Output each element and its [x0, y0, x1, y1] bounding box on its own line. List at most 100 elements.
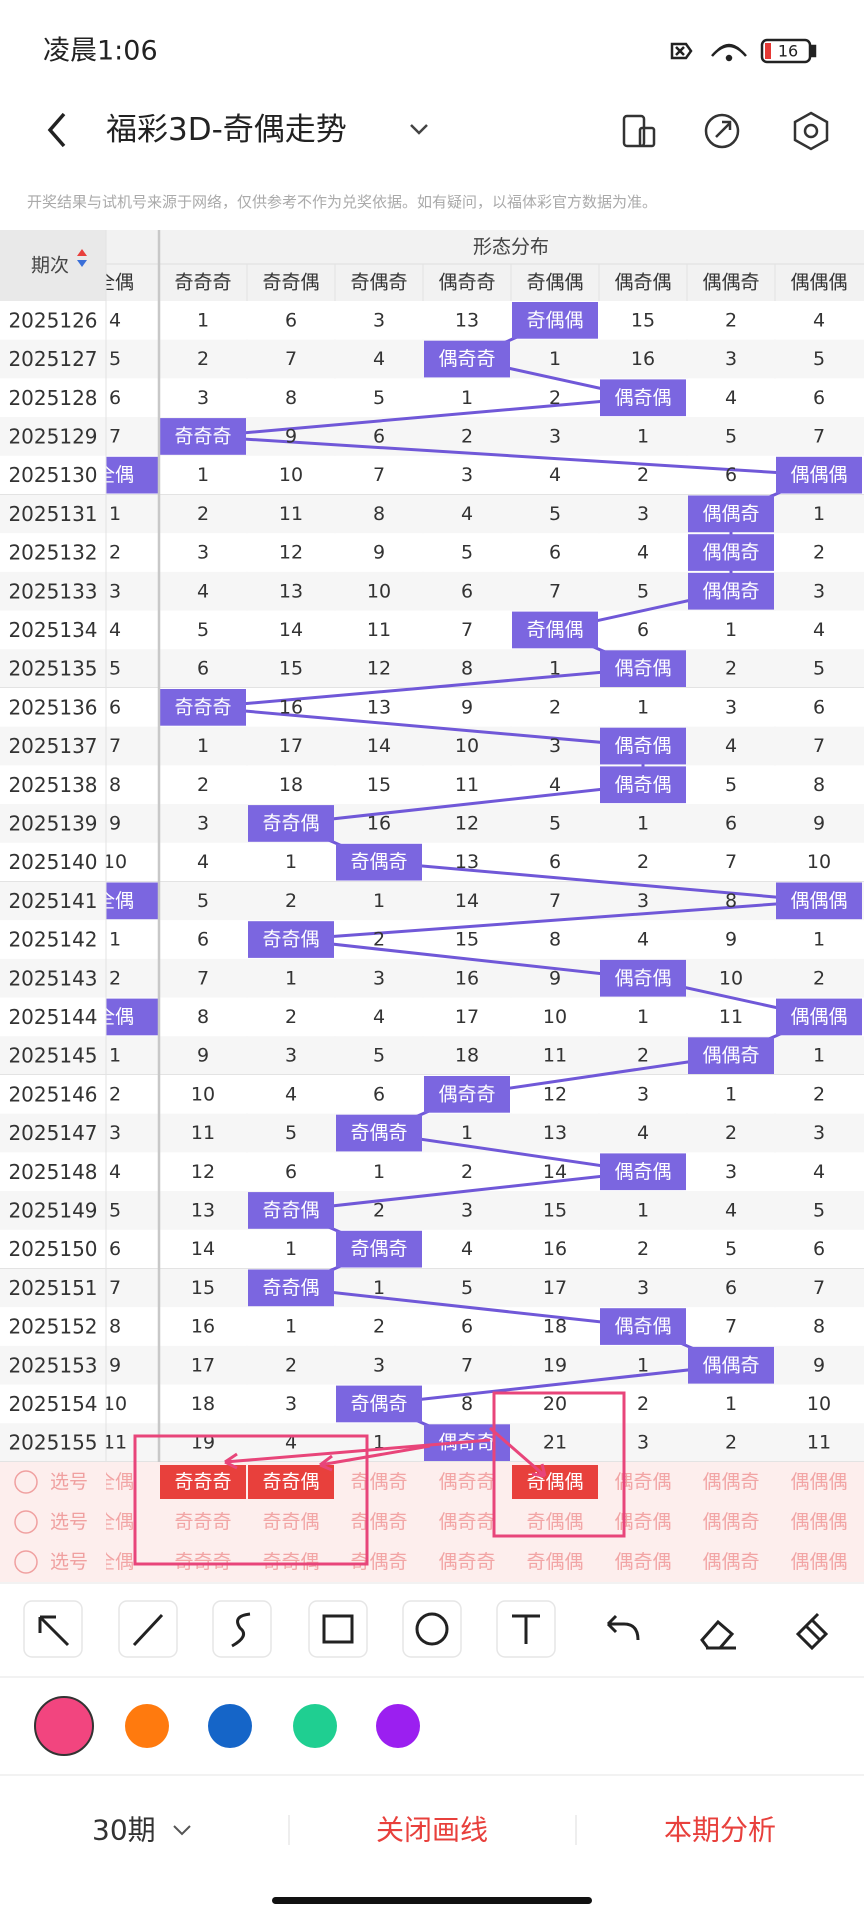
miss-count: 5	[461, 1277, 473, 1299]
select-option[interactable]: 奇奇奇	[174, 1511, 231, 1533]
hit-label: 奇偶奇	[350, 1393, 407, 1415]
close-lines-button[interactable]: 关闭画线	[376, 1814, 488, 1847]
hit-cell	[600, 1153, 686, 1191]
miss-count: 19	[543, 1354, 567, 1376]
select-option[interactable]: 偶奇奇	[438, 1551, 495, 1573]
miss-count: 6	[461, 1316, 473, 1338]
miss-count: 1	[109, 929, 121, 951]
miss-count: 10	[719, 967, 743, 989]
select-radio[interactable]	[14, 1550, 38, 1574]
miss-count: 1	[461, 1122, 473, 1144]
select-option[interactable]: 全偶	[96, 1511, 134, 1533]
miss-count: 3	[197, 542, 209, 564]
miss-count: 3	[637, 1083, 649, 1105]
miss-count: 4	[197, 580, 209, 602]
select-option[interactable]: 奇偶奇	[350, 1511, 407, 1533]
miss-count: 5	[725, 425, 737, 447]
miss-count: 17	[279, 735, 303, 757]
miss-count: 6	[461, 580, 473, 602]
miss-count: 3	[813, 1122, 825, 1144]
period-dropdown[interactable]	[173, 1825, 191, 1836]
tool-eraser[interactable]	[700, 1619, 736, 1650]
tool-arrow[interactable]	[23, 1600, 83, 1658]
select-option[interactable]: 偶奇偶	[614, 1511, 671, 1533]
hit-cell	[600, 1308, 686, 1345]
tool-rect[interactable]	[308, 1600, 368, 1658]
color-purple[interactable]	[376, 1704, 420, 1748]
issue-number: 2025149	[8, 1198, 97, 1222]
row-bg	[0, 765, 864, 805]
select-option[interactable]: 偶奇奇	[438, 1511, 495, 1533]
issue-number: 2025146	[8, 1082, 97, 1106]
miss-count: 1	[813, 503, 825, 525]
tool-clear[interactable]	[795, 1612, 829, 1651]
select-option[interactable]: 偶奇偶	[614, 1551, 671, 1573]
miss-count: 10	[807, 1393, 831, 1415]
select-option[interactable]: 奇奇偶	[262, 1511, 319, 1533]
status-time: 凌晨1:06	[43, 36, 158, 67]
partial-cell: 7	[109, 1277, 121, 1299]
miss-count: 9	[725, 929, 737, 951]
analysis-button[interactable]: 本期分析	[664, 1814, 776, 1847]
title-dropdown[interactable]	[410, 124, 428, 135]
select-option[interactable]: 奇奇偶	[262, 1551, 319, 1573]
select-option[interactable]: 偶偶奇	[702, 1471, 759, 1493]
tool-text[interactable]	[496, 1600, 556, 1658]
issue-number: 2025134	[8, 618, 97, 642]
select-option[interactable]: 奇偶奇	[350, 1471, 407, 1493]
miss-count: 8	[285, 387, 297, 409]
color-pink[interactable]	[34, 1696, 94, 1756]
hit-cell	[160, 418, 246, 455]
miss-count: 15	[543, 1199, 567, 1221]
partial-cell: 1	[109, 929, 121, 951]
select-option[interactable]: 偶偶偶	[790, 1471, 847, 1493]
miss-count: 16	[279, 696, 303, 718]
selected-option[interactable]: 奇奇奇	[174, 1471, 231, 1493]
sort-icon[interactable]	[77, 260, 87, 267]
hit-label: 偶奇偶	[614, 658, 671, 680]
partial-cell: 6	[109, 696, 121, 718]
settings-button[interactable]	[793, 111, 829, 151]
miss-count: 3	[549, 735, 561, 757]
tool-curve[interactable]	[212, 1600, 272, 1658]
hit-label: 偶奇奇	[438, 348, 495, 370]
select-option[interactable]: 全偶	[96, 1551, 134, 1573]
period-select[interactable]: 30期	[92, 1814, 156, 1847]
hit-label: 偶奇偶	[614, 774, 671, 796]
back-button[interactable]	[47, 112, 66, 148]
select-option[interactable]: 偶偶奇	[702, 1511, 759, 1533]
issue-number: 2025130	[8, 463, 97, 487]
tool-line[interactable]	[118, 1600, 178, 1658]
select-radio[interactable]	[14, 1470, 38, 1494]
layout-button[interactable]	[622, 114, 656, 148]
select-option[interactable]: 偶偶奇	[702, 1551, 759, 1573]
miss-count: 7	[725, 1316, 737, 1338]
miss-count: 4	[813, 619, 825, 641]
tool-circle[interactable]	[402, 1600, 462, 1658]
miss-count: 1	[549, 658, 561, 680]
select-option[interactable]: 偶奇奇	[438, 1471, 495, 1493]
select-option[interactable]: 奇偶偶	[526, 1511, 583, 1533]
select-option[interactable]: 全偶	[96, 1471, 134, 1493]
issue-number: 2025142	[8, 928, 97, 952]
share-button[interactable]	[704, 113, 740, 149]
selected-option[interactable]: 奇奇偶	[262, 1471, 319, 1493]
hit-label: 全偶	[96, 1006, 134, 1028]
miss-count: 6	[197, 929, 209, 951]
select-radio[interactable]	[14, 1510, 38, 1534]
tool-undo[interactable]	[606, 1614, 640, 1641]
select-option[interactable]: 奇偶奇	[350, 1551, 407, 1573]
miss-count: 3	[725, 348, 737, 370]
sort-icon[interactable]	[77, 249, 87, 256]
select-label: 选号	[50, 1551, 88, 1573]
miss-count: 12	[367, 658, 391, 680]
select-option[interactable]: 偶偶偶	[790, 1511, 847, 1533]
select-option[interactable]: 奇偶偶	[526, 1551, 583, 1573]
select-option[interactable]: 偶奇偶	[614, 1471, 671, 1493]
select-option[interactable]: 偶偶偶	[790, 1551, 847, 1573]
miss-count: 21	[543, 1432, 567, 1454]
select-option[interactable]: 奇奇奇	[174, 1551, 231, 1573]
color-green[interactable]	[293, 1704, 337, 1748]
color-blue[interactable]	[208, 1704, 252, 1748]
color-orange[interactable]	[125, 1704, 169, 1748]
